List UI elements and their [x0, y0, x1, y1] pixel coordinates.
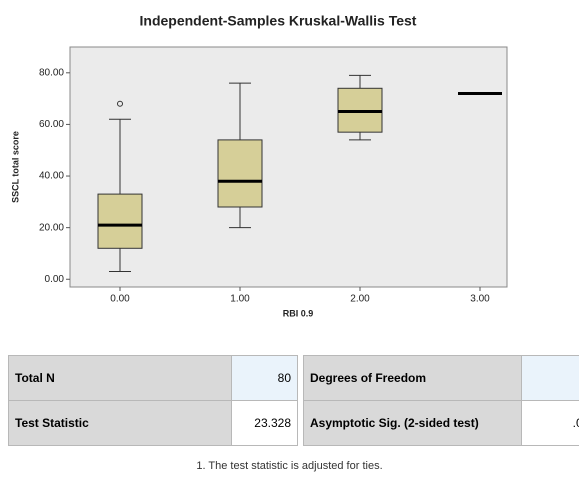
y-tick-label: 20.00	[39, 222, 64, 233]
cell: Asymptotic Sig. (2-sided test)	[303, 400, 522, 446]
chart-title: Independent-Samples Kruskal-Wallis Test	[140, 13, 417, 29]
table-right: Degrees of Freedom3 Asymptotic Sig. (2-s…	[303, 355, 579, 446]
y-tick-label: 0.00	[45, 274, 65, 285]
chart: Independent-Samples Kruskal-Wallis Test …	[10, 13, 508, 318]
footnote: 1. The test statistic is adjusted for ti…	[196, 460, 383, 472]
cell: Test Statistic	[8, 400, 232, 446]
x-tick-label: 1.00	[230, 294, 250, 305]
plot-area	[69, 46, 508, 288]
x-tick-label: 2.00	[350, 294, 370, 305]
table-left: Total N 80 Test Statistic 23.328	[8, 355, 298, 446]
cell: 3	[521, 355, 579, 401]
cell: .000	[521, 400, 579, 446]
cell: Degrees of Freedom	[303, 355, 522, 401]
cell: Total N	[8, 355, 232, 401]
y-tick-label: 80.00	[39, 67, 64, 78]
cell: 23.328	[231, 400, 298, 446]
y-tick-label: 40.00	[39, 171, 64, 182]
y-axis-label: SSCL total score	[10, 131, 20, 203]
x-tick-label: 3.00	[470, 294, 490, 305]
outlier	[117, 100, 123, 107]
box	[217, 139, 263, 208]
x-axis-label: RBI 0.9	[283, 308, 314, 318]
x-tick-label: 0.00	[110, 294, 130, 305]
y-tick-label: 60.00	[39, 119, 64, 130]
cell: 80	[231, 355, 298, 401]
box	[97, 193, 143, 249]
